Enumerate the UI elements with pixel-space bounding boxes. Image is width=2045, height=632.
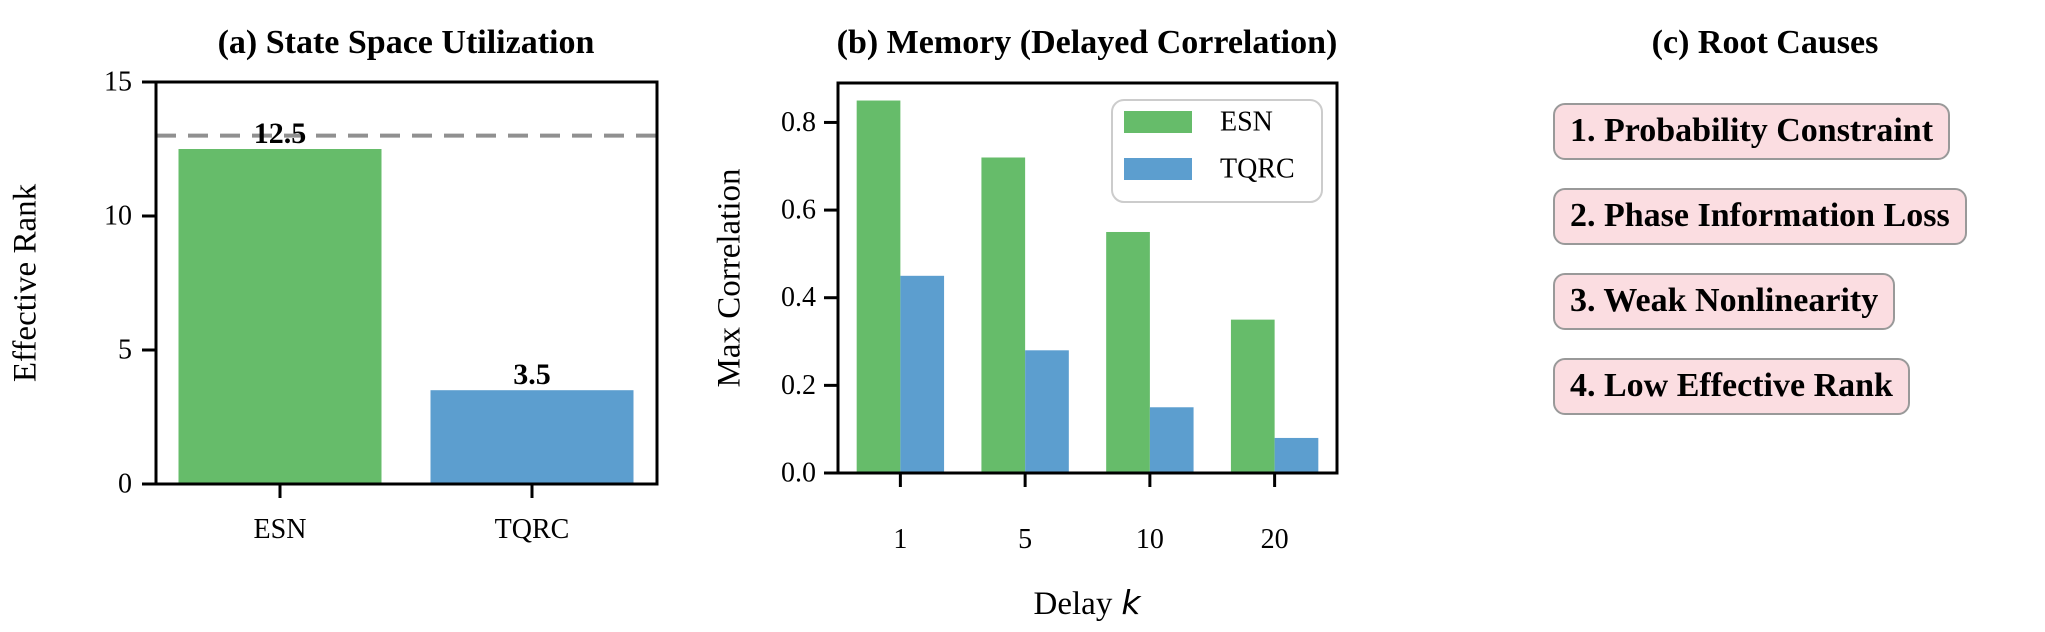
bar-a-tqrc — [430, 390, 634, 484]
legend-label-tqrc: TQRC — [1220, 154, 1295, 185]
cause-box-2: 2. Phase Information Loss — [1553, 188, 1967, 245]
panel-b-xlabel: Delay k — [1034, 583, 1141, 623]
panel-b-ytick-label: 0.8 — [781, 107, 816, 138]
panel-a-ylabel: Effective Rank — [7, 183, 44, 383]
panel-b-ylabel: Max Correlation — [711, 168, 748, 388]
cause-box-4: 4. Low Effective Rank — [1553, 358, 1910, 415]
panel-c-title: (c) Root Causes — [1651, 24, 1879, 61]
bar-b-esn-delay-5 — [981, 157, 1026, 473]
panel-a-ytick-label: 10 — [104, 201, 132, 232]
panel-b-axes-frame — [836, 81, 1339, 475]
panel-a-title: (a) State Space Utilization — [217, 24, 595, 61]
panel-a-ytick-label: 15 — [104, 67, 132, 98]
panel-b-xtick-label-1: 1 — [893, 524, 907, 555]
panel-b-title: (b) Memory (Delayed Correlation) — [836, 24, 1338, 61]
panel-b-xtick-label-20: 20 — [1261, 524, 1289, 555]
bar-b-tqrc-delay-5 — [1025, 350, 1069, 473]
legend-label-esn: ESN — [1220, 107, 1273, 138]
panel-a-ytick-label: 0 — [118, 469, 132, 500]
bar-b-esn-delay-20 — [1230, 319, 1275, 473]
panel-b-xtick-label-5: 5 — [1018, 524, 1032, 555]
bar-b-esn-delay-10 — [1106, 231, 1150, 473]
bar-value-label-esn: 12.5 — [254, 117, 307, 150]
bar-a-esn — [178, 149, 382, 484]
panel-a-xtick-label-esn: ESN — [254, 514, 307, 545]
panel-a-xtick-label-tqrc: TQRC — [495, 514, 570, 545]
panel-b-ytick-label: 0.2 — [781, 370, 816, 401]
panel-b-ytick-label: 0.4 — [781, 282, 816, 313]
panel-b-xtick-label-10: 10 — [1136, 524, 1164, 555]
xlabel-word: Delay — [1033, 586, 1113, 622]
panel-a-axes-frame — [154, 80, 659, 486]
xlabel-variable-k: k — [1121, 583, 1141, 622]
legend-swatch-esn — [1124, 111, 1192, 133]
legend-swatch-tqrc — [1124, 158, 1192, 180]
bar-b-tqrc-delay-10 — [1149, 407, 1194, 473]
cause-box-1: 1. Probability Constraint — [1553, 103, 1951, 160]
cause-box-3: 3. Weak Nonlinearity — [1553, 273, 1896, 330]
bar-b-esn-delay-1 — [856, 100, 901, 474]
panel-b-ytick-label: 0.0 — [781, 458, 816, 489]
panel-b-ytick-label: 0.6 — [781, 195, 816, 226]
panel-a-ytick-label: 5 — [118, 335, 132, 366]
bar-b-tqrc-delay-1 — [900, 275, 945, 473]
bar-b-tqrc-delay-20 — [1274, 437, 1319, 473]
root-causes-list: 1. Probability Constraint 2. Phase Infor… — [1553, 103, 1967, 443]
bar-value-label-tqrc: 3.5 — [513, 358, 551, 391]
